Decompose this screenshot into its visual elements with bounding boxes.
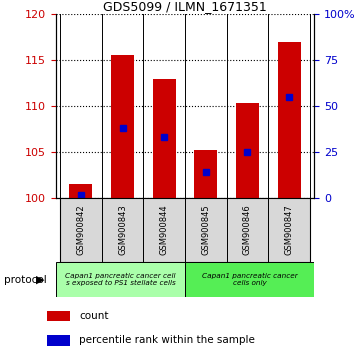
Text: protocol: protocol	[4, 275, 46, 285]
Bar	[236, 103, 259, 198]
Title: GDS5099 / ILMN_1671351: GDS5099 / ILMN_1671351	[103, 0, 267, 13]
Bar	[227, 198, 268, 262]
Text: GSM900847: GSM900847	[284, 205, 293, 256]
Bar	[47, 335, 70, 346]
Text: Capan1 pancreatic cancer
cells only: Capan1 pancreatic cancer cells only	[202, 273, 297, 286]
Text: GSM900844: GSM900844	[160, 205, 169, 256]
Bar	[102, 198, 143, 262]
Bar	[268, 198, 310, 262]
Bar	[185, 198, 227, 262]
Bar	[60, 198, 102, 262]
Text: ▶: ▶	[36, 275, 45, 285]
Bar	[111, 55, 134, 198]
Text: GSM900846: GSM900846	[243, 205, 252, 256]
Text: count: count	[79, 311, 109, 321]
Bar	[47, 311, 70, 321]
Text: GSM900845: GSM900845	[201, 205, 210, 256]
Bar	[69, 184, 92, 198]
Text: percentile rank within the sample: percentile rank within the sample	[79, 335, 255, 346]
Text: Capan1 pancreatic cancer cell
s exposed to PS1 stellate cells: Capan1 pancreatic cancer cell s exposed …	[65, 273, 176, 286]
Text: GSM900842: GSM900842	[77, 205, 86, 256]
Bar	[278, 42, 301, 198]
Bar	[143, 198, 185, 262]
Text: GSM900843: GSM900843	[118, 205, 127, 256]
Bar	[56, 262, 185, 297]
Bar	[153, 79, 176, 198]
Bar	[185, 262, 314, 297]
Bar	[194, 150, 217, 198]
